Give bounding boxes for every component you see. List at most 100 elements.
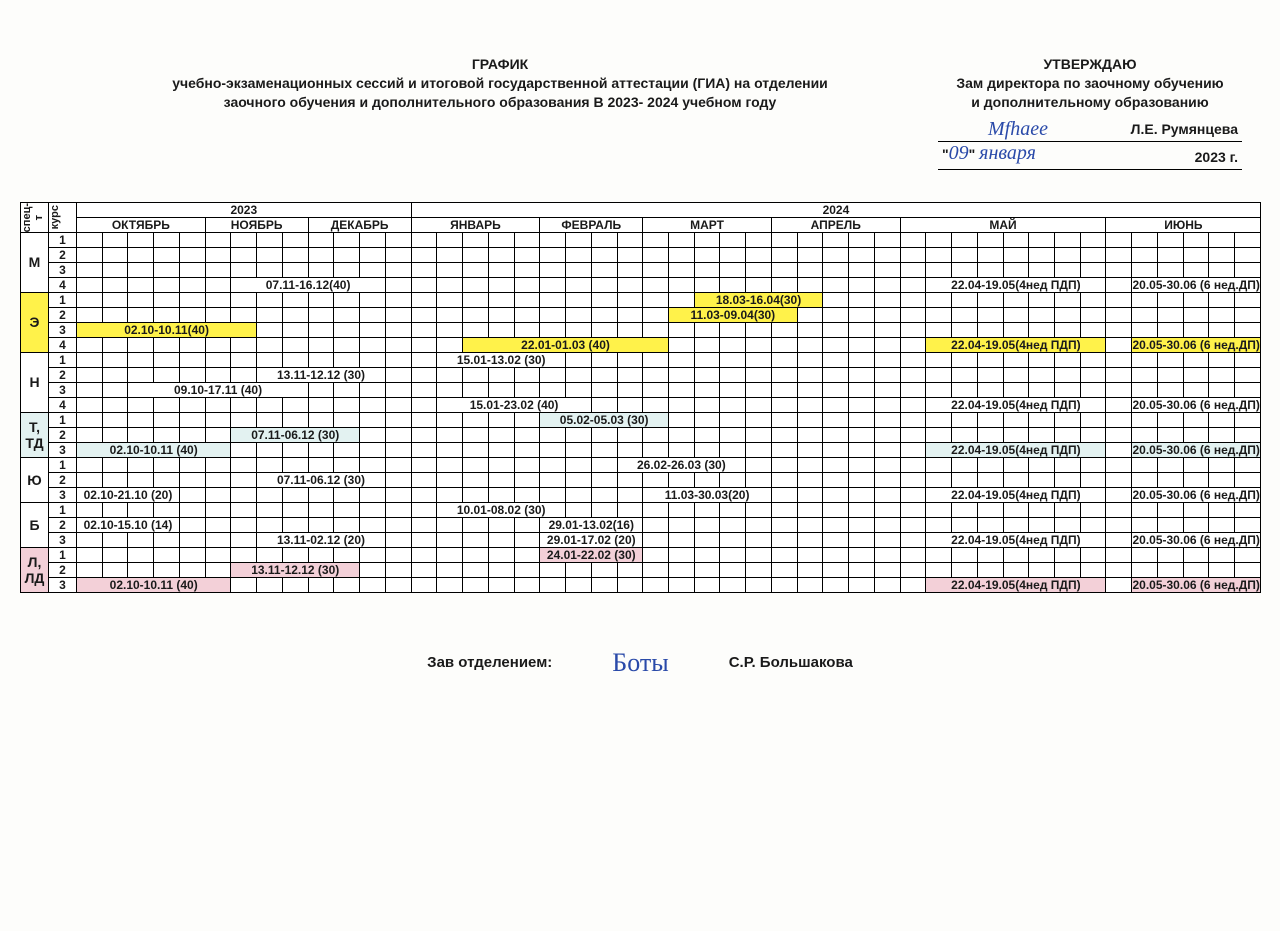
empty-cell [900,517,926,532]
empty-cell [617,322,643,337]
empty-cell [205,517,231,532]
empty-cell [77,547,103,562]
course-number: 1 [49,232,77,247]
empty-cell [617,472,643,487]
empty-cell [797,562,823,577]
empty-cell [1235,322,1261,337]
empty-cell [488,292,514,307]
empty-cell [771,412,797,427]
empty-cell [849,427,875,442]
empty-cell [771,577,797,592]
course-number: 4 [49,397,77,412]
empty-cell [102,352,128,367]
empty-cell [617,307,643,322]
empty-cell [1003,547,1029,562]
empty-cell [540,472,566,487]
empty-cell [488,322,514,337]
empty-cell [900,577,926,592]
empty-cell [360,397,386,412]
empty-cell [231,367,257,382]
schedule-entry: 20.05-30.06 (6 нед.ДП) [1132,532,1261,547]
empty-cell [488,382,514,397]
empty-cell [900,472,926,487]
empty-cell [411,232,437,247]
empty-cell [1209,307,1235,322]
empty-cell [849,292,875,307]
empty-cell [385,442,411,457]
month-header: МАРТ [643,217,772,232]
empty-cell [154,292,180,307]
empty-cell [720,397,746,412]
empty-cell [205,412,231,427]
empty-cell [488,307,514,322]
empty-cell [694,427,720,442]
empty-cell [977,472,1003,487]
empty-cell [591,307,617,322]
empty-cell [977,322,1003,337]
empty-cell [360,487,386,502]
empty-cell [771,442,797,457]
empty-cell [952,502,978,517]
empty-cell [746,427,772,442]
empty-cell [463,307,489,322]
empty-cell [694,442,720,457]
spec-label: Б [21,502,49,547]
empty-cell [977,382,1003,397]
empty-cell [874,247,900,262]
empty-cell [231,457,257,472]
empty-cell [205,502,231,517]
empty-cell [1029,562,1055,577]
empty-cell [746,352,772,367]
empty-cell [797,247,823,262]
empty-cell [205,307,231,322]
empty-cell [1106,487,1132,502]
empty-cell [231,442,257,457]
schedule-entry: 15.01-23.02 (40) [437,397,591,412]
empty-cell [231,232,257,247]
empty-cell [1054,232,1080,247]
schedule-entry: 20.05-30.06 (6 нед.ДП) [1132,337,1261,352]
empty-cell [849,562,875,577]
empty-cell [437,232,463,247]
empty-cell [874,277,900,292]
empty-cell [823,307,849,322]
empty-cell [1054,412,1080,427]
empty-cell [1003,307,1029,322]
empty-cell [591,247,617,262]
empty-cell [1183,262,1209,277]
empty-cell [823,367,849,382]
empty-cell [874,292,900,307]
spec-label: Н [21,352,49,412]
empty-cell [334,247,360,262]
empty-cell [900,532,926,547]
empty-cell [849,352,875,367]
empty-cell [1132,502,1158,517]
schedule-entry: 22.04-19.05(4нед ПДП) [926,397,1106,412]
col-course: курс [49,202,77,232]
empty-cell [874,382,900,397]
empty-cell [179,412,205,427]
empty-cell [385,502,411,517]
empty-cell [1106,517,1132,532]
spec-label: М [21,232,49,292]
empty-cell [437,367,463,382]
empty-cell [1209,412,1235,427]
empty-cell [411,577,437,592]
empty-cell [128,457,154,472]
empty-cell [668,532,694,547]
empty-cell [668,352,694,367]
empty-cell [385,427,411,442]
empty-cell [977,232,1003,247]
empty-cell [360,562,386,577]
empty-cell [1132,322,1158,337]
empty-cell [205,247,231,262]
empty-cell [668,367,694,382]
empty-cell [77,412,103,427]
empty-cell [823,412,849,427]
empty-cell [849,262,875,277]
course-number: 4 [49,277,77,292]
empty-cell [463,487,489,502]
empty-cell [282,397,308,412]
empty-cell [179,472,205,487]
empty-cell [1106,397,1132,412]
